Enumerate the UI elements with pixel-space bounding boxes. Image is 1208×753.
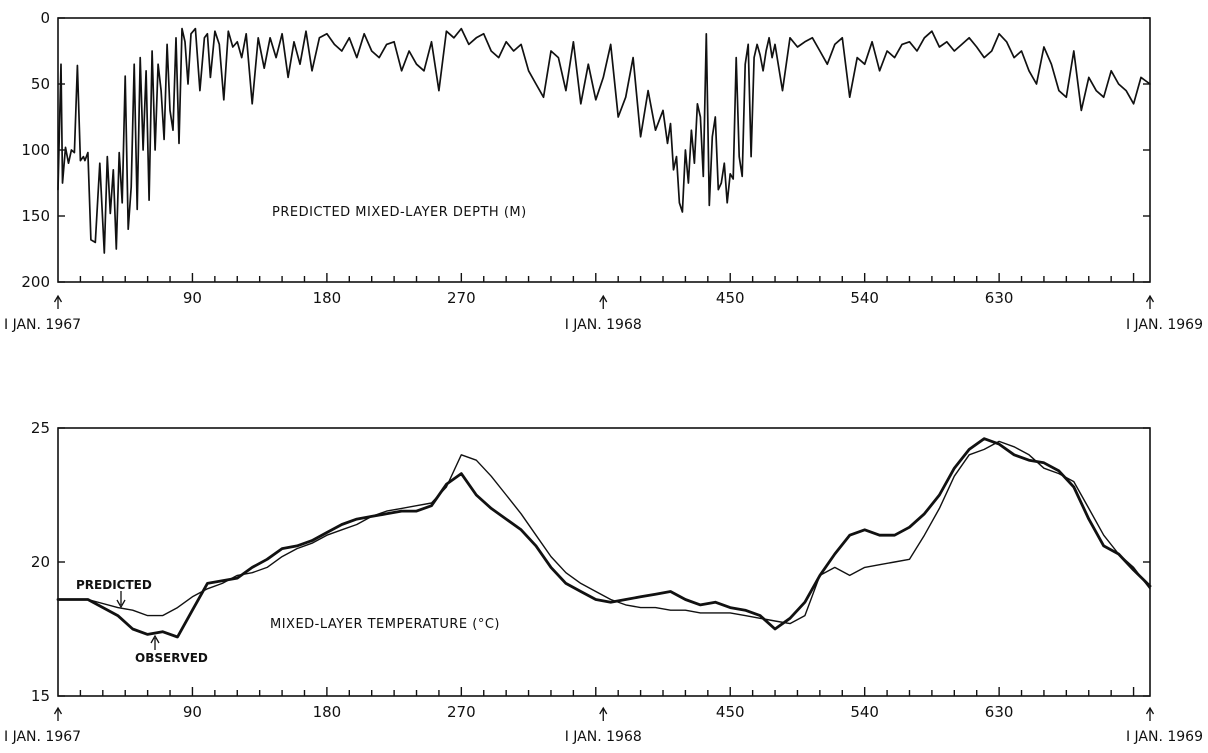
temperature-x-tick-label: 180 (313, 703, 342, 721)
depth-x-tick-label: 180 (313, 289, 342, 307)
depth-x-tick-label: 630 (985, 289, 1014, 307)
temperature-x-tick-label: 540 (850, 703, 879, 721)
depth-date-marker-arrowhead (53, 294, 63, 303)
depth-date-marker-label: I JAN. 1969 (1126, 317, 1203, 333)
depth-date-marker-arrowhead (599, 294, 608, 303)
depth-chart-title: PREDICTED MIXED-LAYER DEPTH (M) (272, 205, 527, 220)
temperature-date-marker-arrowhead (53, 706, 63, 715)
depth-x-tick-label: 90 (183, 289, 202, 307)
depth-x-tick-label: 540 (850, 289, 879, 307)
predicted-arrow (116, 591, 126, 609)
temperature-series-observed-line (56, 437, 1152, 639)
depth-y-tick-label: 0 (40, 9, 50, 27)
depth-date-marker-arrowhead (1145, 294, 1155, 303)
observed-label: OBSERVED (135, 651, 208, 665)
temperature-y-tick-label: 15 (31, 687, 50, 705)
observed-arrow (150, 634, 160, 650)
temperature-x-tick-label: 450 (716, 703, 745, 721)
depth-y-tick-label: 200 (21, 273, 50, 291)
temperature-date-marker-arrowhead (599, 706, 608, 715)
depth-y-tick-label: 50 (31, 75, 50, 93)
temperature-chart-title: MIXED-LAYER TEMPERATURE (°C) (270, 617, 500, 632)
temperature-x-tick-label: 90 (183, 703, 202, 721)
depth-x-tick-label: 270 (447, 289, 476, 307)
depth-panel: PREDICTED MIXED-LAYER DEPTH (M) 0 50 100 15… (4, 9, 1203, 333)
temperature-date-marker-label: I JAN. 1969 (1126, 729, 1203, 745)
depth-date-marker-label: I JAN. 1967 (4, 317, 81, 333)
temperature-y-tick-label: 20 (31, 553, 50, 571)
depth-plot-frame (57, 17, 1151, 283)
temperature-x-tick-label: 270 (447, 703, 476, 721)
depth-y-tick-label: 100 (21, 141, 50, 159)
temperature-date-marker-label: I JAN. 1968 (565, 729, 642, 745)
predicted-label: PREDICTED (76, 578, 152, 592)
depth-date-marker-label: I JAN. 1968 (565, 317, 642, 333)
temperature-date-marker-label: I JAN. 1967 (4, 729, 81, 745)
temperature-x-tick-label: 630 (985, 703, 1014, 721)
depth-series-depth-line (57, 27, 1151, 254)
temperature-date-marker-arrowhead (1145, 706, 1155, 715)
temperature-series-predicted-line (57, 440, 1151, 625)
temperature-y-tick-label: 25 (31, 419, 50, 437)
temperature-plot-frame (57, 427, 1151, 697)
depth-x-tick-label: 450 (716, 289, 745, 307)
depth-y-tick-label: 150 (21, 207, 50, 225)
temperature-panel: MIXED-LAYER TEMPERATURE (°C) PREDICTED O… (4, 419, 1203, 745)
